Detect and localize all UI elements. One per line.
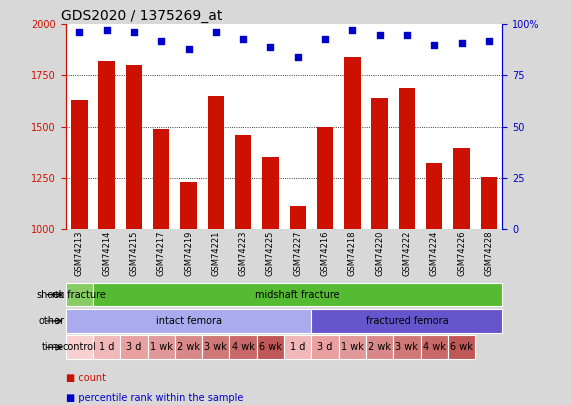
Bar bbox=[453, 148, 470, 229]
FancyBboxPatch shape bbox=[421, 335, 448, 359]
Text: no fracture: no fracture bbox=[53, 290, 106, 300]
Text: 3 wk: 3 wk bbox=[204, 342, 227, 352]
Text: 6 wk: 6 wk bbox=[450, 342, 473, 352]
Text: fractured femora: fractured femora bbox=[365, 316, 448, 326]
FancyBboxPatch shape bbox=[93, 283, 502, 307]
FancyBboxPatch shape bbox=[230, 335, 257, 359]
Point bbox=[375, 31, 384, 38]
Point bbox=[75, 29, 84, 36]
FancyBboxPatch shape bbox=[175, 335, 202, 359]
Bar bbox=[262, 157, 279, 229]
Text: 1 wk: 1 wk bbox=[341, 342, 364, 352]
FancyBboxPatch shape bbox=[257, 335, 284, 359]
Bar bbox=[98, 61, 115, 229]
Text: control: control bbox=[62, 342, 96, 352]
Text: 1 d: 1 d bbox=[290, 342, 305, 352]
FancyBboxPatch shape bbox=[66, 309, 311, 333]
Point bbox=[403, 31, 412, 38]
Point bbox=[293, 54, 302, 60]
Text: 3 d: 3 d bbox=[126, 342, 142, 352]
Text: time: time bbox=[42, 342, 65, 352]
Text: 2 wk: 2 wk bbox=[177, 342, 200, 352]
FancyBboxPatch shape bbox=[284, 335, 311, 359]
Bar bbox=[481, 177, 497, 229]
FancyBboxPatch shape bbox=[147, 335, 175, 359]
Text: 1 d: 1 d bbox=[99, 342, 114, 352]
FancyBboxPatch shape bbox=[311, 309, 502, 333]
Text: midshaft fracture: midshaft fracture bbox=[255, 290, 340, 300]
Point bbox=[184, 46, 193, 52]
Point bbox=[484, 37, 493, 44]
Text: ■ count: ■ count bbox=[66, 373, 106, 383]
Bar bbox=[71, 100, 87, 229]
Point bbox=[130, 29, 139, 36]
Bar bbox=[126, 65, 142, 229]
FancyBboxPatch shape bbox=[202, 335, 230, 359]
FancyBboxPatch shape bbox=[448, 335, 475, 359]
Point bbox=[457, 39, 466, 46]
Text: GDS2020 / 1375269_at: GDS2020 / 1375269_at bbox=[61, 9, 223, 23]
Bar bbox=[399, 88, 415, 229]
FancyBboxPatch shape bbox=[366, 335, 393, 359]
Bar bbox=[317, 126, 333, 229]
Text: shock: shock bbox=[36, 290, 65, 300]
Text: 2 wk: 2 wk bbox=[368, 342, 391, 352]
Text: 6 wk: 6 wk bbox=[259, 342, 282, 352]
Point bbox=[320, 35, 329, 42]
FancyBboxPatch shape bbox=[393, 335, 421, 359]
Text: 4 wk: 4 wk bbox=[423, 342, 445, 352]
Bar bbox=[344, 57, 360, 229]
FancyBboxPatch shape bbox=[93, 335, 120, 359]
FancyBboxPatch shape bbox=[311, 335, 339, 359]
Point bbox=[239, 35, 248, 42]
Point bbox=[266, 44, 275, 50]
Point bbox=[348, 27, 357, 34]
Bar bbox=[208, 96, 224, 229]
Text: 3 d: 3 d bbox=[317, 342, 333, 352]
Bar bbox=[289, 206, 306, 229]
Text: 1 wk: 1 wk bbox=[150, 342, 172, 352]
FancyBboxPatch shape bbox=[66, 283, 93, 307]
FancyBboxPatch shape bbox=[66, 335, 93, 359]
Point bbox=[429, 42, 439, 48]
Point bbox=[102, 27, 111, 34]
Point bbox=[156, 37, 166, 44]
Text: intact femora: intact femora bbox=[155, 316, 222, 326]
Bar bbox=[153, 129, 170, 229]
Bar bbox=[371, 98, 388, 229]
Text: 3 wk: 3 wk bbox=[396, 342, 419, 352]
FancyBboxPatch shape bbox=[339, 335, 366, 359]
Point bbox=[211, 29, 220, 36]
Bar bbox=[180, 182, 196, 229]
FancyBboxPatch shape bbox=[120, 335, 147, 359]
Text: ■ percentile rank within the sample: ■ percentile rank within the sample bbox=[66, 393, 243, 403]
Bar bbox=[426, 163, 443, 229]
Text: other: other bbox=[38, 316, 65, 326]
Text: 4 wk: 4 wk bbox=[232, 342, 255, 352]
Bar bbox=[235, 135, 251, 229]
